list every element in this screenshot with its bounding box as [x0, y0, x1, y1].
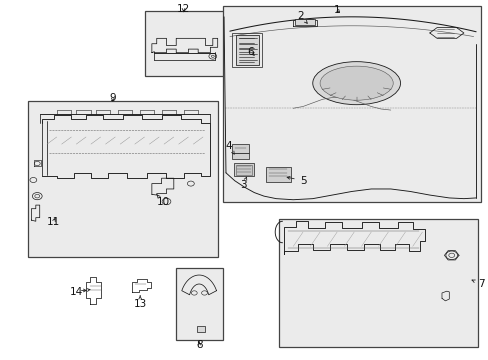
- Text: 3: 3: [239, 177, 246, 190]
- Text: 5: 5: [286, 176, 305, 186]
- Bar: [231, 153, 249, 159]
- Text: 10: 10: [156, 194, 169, 207]
- Text: 6: 6: [247, 46, 254, 57]
- Text: 12: 12: [177, 4, 190, 14]
- Text: 8: 8: [195, 340, 202, 350]
- Bar: [176, 268, 222, 339]
- Bar: [27, 101, 217, 257]
- Bar: [236, 35, 259, 65]
- Text: 11: 11: [47, 217, 60, 227]
- Text: 2: 2: [297, 11, 306, 23]
- Bar: [196, 326, 205, 332]
- Text: 7: 7: [471, 279, 483, 289]
- Text: 13: 13: [133, 296, 146, 309]
- Text: 9: 9: [109, 93, 116, 103]
- Bar: [233, 163, 254, 176]
- Bar: [222, 6, 480, 202]
- Bar: [235, 165, 252, 175]
- Ellipse shape: [312, 62, 400, 105]
- Bar: [144, 12, 224, 76]
- Text: 1: 1: [333, 5, 340, 15]
- Text: 14: 14: [69, 287, 90, 297]
- Bar: [231, 144, 249, 153]
- Bar: [266, 167, 290, 182]
- Ellipse shape: [320, 66, 392, 100]
- Text: 4: 4: [225, 141, 234, 154]
- Bar: [294, 19, 315, 25]
- Bar: [232, 33, 261, 67]
- Bar: [278, 220, 477, 347]
